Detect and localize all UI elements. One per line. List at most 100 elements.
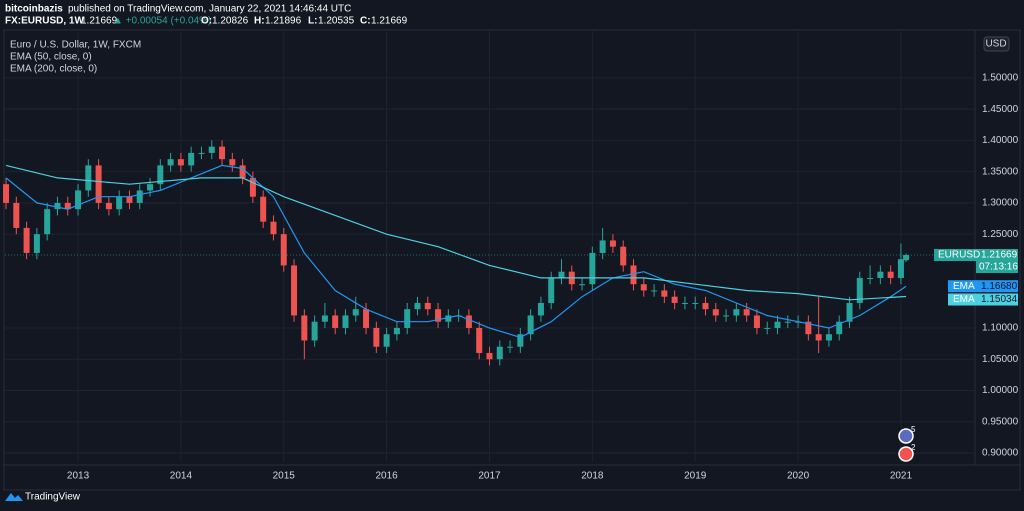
y-tick-label: 0.95000 bbox=[982, 416, 1019, 427]
candle-body bbox=[13, 202, 20, 228]
plot bbox=[3, 30, 975, 462]
candle-body bbox=[157, 165, 164, 185]
legend-entry: EMA (50, close, 0) bbox=[10, 52, 92, 63]
candle-body bbox=[579, 284, 586, 286]
y-tick-label: 1.30000 bbox=[982, 198, 1019, 209]
candle-body bbox=[177, 159, 184, 166]
ohlc-label: O: bbox=[201, 16, 212, 27]
ema-label-value: 1.16680 bbox=[981, 281, 1018, 292]
ohlc-label: L: bbox=[308, 16, 317, 27]
candle-body bbox=[332, 315, 339, 328]
y-tick-label: 1.35000 bbox=[982, 166, 1019, 177]
candle-body bbox=[558, 271, 565, 278]
candle-body bbox=[64, 202, 71, 210]
candle-body bbox=[270, 221, 277, 235]
candle-body bbox=[651, 290, 658, 292]
ohlc-value: 1.21896 bbox=[265, 16, 302, 27]
ohlc-value: 1.20826 bbox=[212, 16, 249, 27]
change: ▲ +0.00054 (+0.04%) bbox=[113, 16, 211, 27]
countdown: 07:13:16 bbox=[979, 262, 1018, 273]
price-label-value: 1.21669 bbox=[981, 250, 1018, 261]
candle-body bbox=[291, 265, 298, 316]
candle-body bbox=[486, 352, 493, 360]
candle-body bbox=[44, 209, 51, 235]
x-tick-label: 2020 bbox=[787, 471, 810, 482]
ohlc-label: C: bbox=[360, 16, 371, 27]
event-badge bbox=[898, 446, 914, 462]
price-label-box bbox=[934, 249, 1018, 262]
candle-body bbox=[435, 309, 442, 322]
y-tick-label: 1.05000 bbox=[982, 354, 1019, 365]
candle-body bbox=[54, 202, 61, 210]
candle-body bbox=[229, 159, 236, 166]
candle-body bbox=[136, 190, 143, 203]
x-tick-label: 2021 bbox=[890, 471, 913, 482]
candle-body bbox=[465, 315, 472, 328]
candle-body bbox=[743, 309, 750, 316]
candle-body bbox=[95, 165, 102, 203]
candle-body bbox=[249, 177, 256, 197]
x-tick-label: 2019 bbox=[684, 471, 707, 482]
ema-line bbox=[5, 164, 907, 301]
candle-body bbox=[23, 227, 30, 253]
candle-body bbox=[784, 321, 791, 323]
y-tick-label: 1.10000 bbox=[982, 323, 1019, 334]
candle-body bbox=[887, 271, 894, 278]
y-tick-label: 1.00000 bbox=[982, 385, 1019, 396]
candle-body bbox=[537, 302, 544, 316]
candle-body bbox=[589, 252, 596, 285]
candle-body bbox=[867, 277, 874, 279]
candle-body bbox=[507, 346, 514, 348]
candle-body bbox=[116, 196, 123, 210]
candle-body bbox=[188, 152, 195, 166]
candle-body bbox=[404, 309, 411, 328]
candle-body bbox=[321, 315, 328, 322]
candle-body bbox=[897, 259, 904, 278]
candle-body bbox=[527, 315, 534, 335]
candle-body bbox=[723, 315, 730, 317]
ema-label-name: EMA bbox=[953, 294, 975, 305]
ohlc-label: H: bbox=[254, 16, 265, 27]
candle-body bbox=[3, 184, 10, 203]
candle-body bbox=[75, 190, 82, 210]
candle-body bbox=[85, 165, 92, 191]
countdown-box bbox=[976, 261, 1018, 274]
x-tick-label: 2013 bbox=[67, 471, 90, 482]
candle-body bbox=[393, 327, 400, 335]
candle-body bbox=[702, 302, 709, 310]
price-label-name: EURUSD bbox=[938, 250, 980, 261]
event-count: 2 bbox=[911, 443, 916, 452]
candle-body bbox=[877, 271, 884, 278]
candle-body bbox=[147, 184, 154, 191]
candle-body bbox=[496, 346, 503, 360]
candle-body bbox=[517, 334, 524, 347]
candle-body bbox=[445, 315, 452, 322]
candle-body bbox=[692, 302, 699, 304]
ema-label-box bbox=[948, 280, 1018, 293]
y-tick-label: 0.90000 bbox=[982, 448, 1019, 459]
currency-box[interactable] bbox=[983, 36, 1010, 52]
candle-body bbox=[903, 255, 910, 261]
ema-line bbox=[5, 164, 907, 338]
event-badge bbox=[898, 428, 914, 444]
candle-body bbox=[805, 321, 812, 335]
candle-body bbox=[342, 315, 349, 328]
candle-body bbox=[239, 165, 246, 178]
currency[interactable]: USD bbox=[985, 39, 1006, 50]
candle-body bbox=[301, 315, 308, 341]
candle-body bbox=[363, 309, 370, 328]
candle-body bbox=[753, 315, 760, 328]
y-tick-label: 1.50000 bbox=[982, 73, 1019, 84]
candle-body bbox=[671, 296, 678, 303]
y-tick-label: 1.40000 bbox=[982, 135, 1019, 146]
candle-body bbox=[764, 327, 771, 329]
legend-entry: EMA (200, close, 0) bbox=[10, 64, 97, 75]
ema-label-value: 1.15034 bbox=[981, 294, 1018, 305]
candle-body bbox=[33, 234, 40, 253]
candle-body bbox=[383, 334, 390, 347]
x-tick-label: 2016 bbox=[375, 471, 398, 482]
candle-body bbox=[208, 146, 215, 153]
ema-label-name: EMA bbox=[953, 281, 975, 292]
candle-body bbox=[825, 334, 832, 341]
y-tick-label: 1.25000 bbox=[982, 229, 1019, 240]
